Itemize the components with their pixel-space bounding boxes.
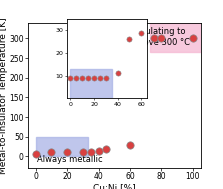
Point bbox=[140, 31, 143, 34]
Point bbox=[50, 151, 53, 154]
Point bbox=[116, 72, 120, 75]
Point bbox=[105, 147, 108, 150]
Point bbox=[65, 151, 69, 154]
Point bbox=[34, 153, 37, 156]
Text: Always metallic: Always metallic bbox=[37, 155, 103, 164]
Point bbox=[86, 76, 90, 79]
Point bbox=[69, 76, 72, 79]
Point bbox=[113, 57, 116, 60]
Point bbox=[128, 143, 132, 146]
Point bbox=[74, 76, 78, 79]
X-axis label: Cu:Ni [%]: Cu:Ni [%] bbox=[93, 183, 136, 189]
Bar bbox=[70, 69, 112, 98]
Text: Insulating to
above 300 °C: Insulating to above 300 °C bbox=[133, 27, 190, 47]
Point bbox=[89, 151, 93, 154]
Point bbox=[97, 149, 100, 152]
Point bbox=[92, 76, 96, 79]
Point bbox=[81, 76, 84, 79]
Point bbox=[191, 37, 195, 40]
Bar bbox=[36, 137, 88, 156]
Point bbox=[152, 37, 155, 40]
Point bbox=[81, 151, 85, 154]
Point bbox=[160, 37, 163, 40]
Point bbox=[104, 76, 108, 79]
Y-axis label: Metal-to-insulator Temperature [K]: Metal-to-insulator Temperature [K] bbox=[0, 17, 8, 174]
Point bbox=[128, 38, 131, 41]
Bar bbox=[151, 23, 201, 52]
Point bbox=[98, 76, 102, 79]
